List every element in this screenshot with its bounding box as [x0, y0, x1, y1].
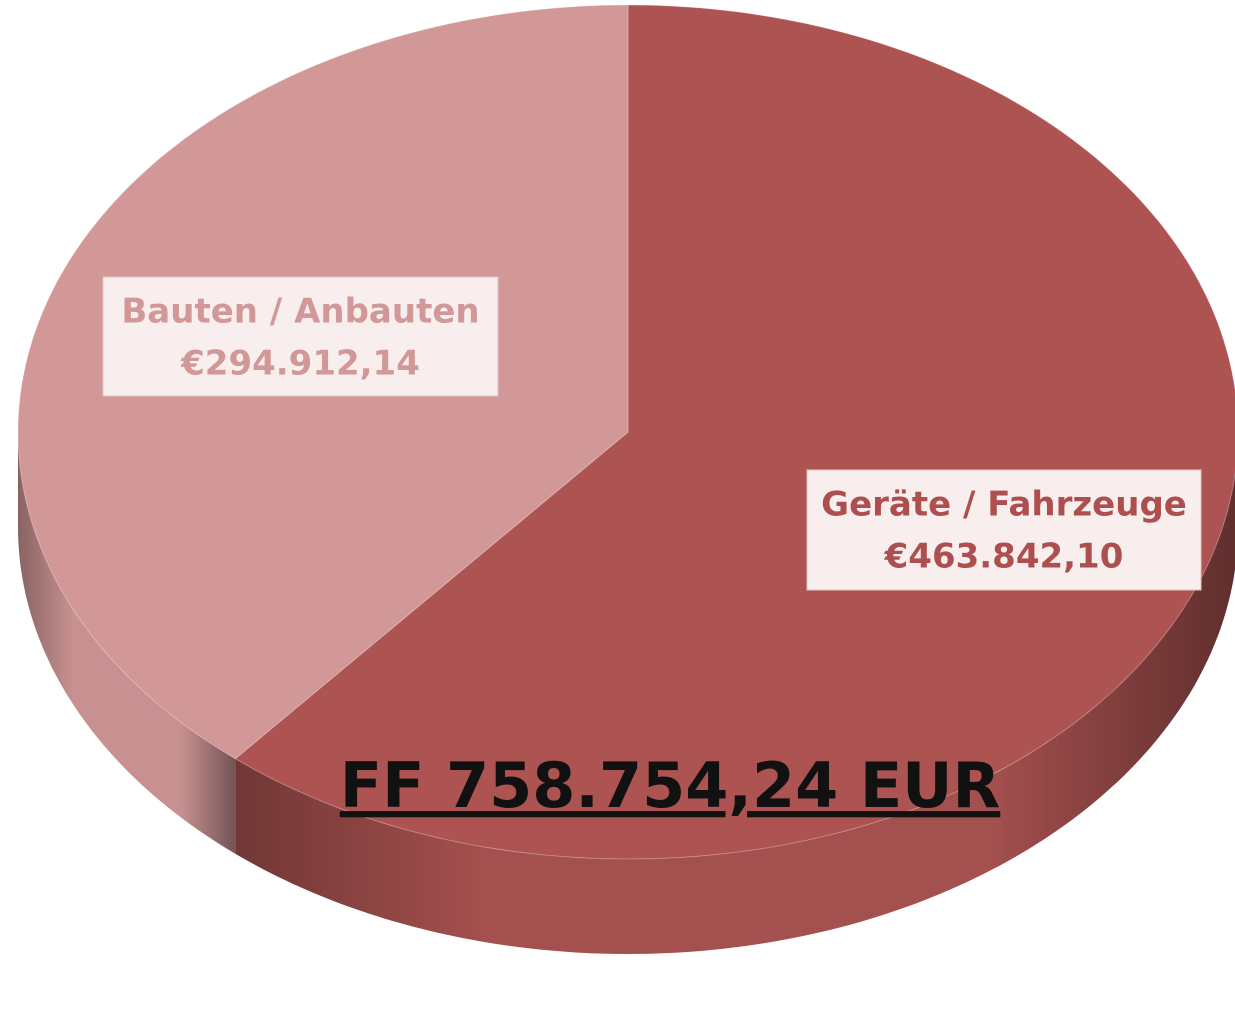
pie-side-shade	[235, 474, 1235, 954]
category-label: Geräte / Fahrzeuge	[821, 485, 1187, 525]
category-label: Bauten / Anbauten	[121, 292, 479, 332]
labels: Geräte / Fahrzeuge €463.842,10 Bauten / An…	[102, 276, 1202, 822]
pie-side-shade	[18, 432, 236, 854]
label-box	[102, 276, 499, 397]
value-label: €294.912,14	[180, 344, 420, 384]
value-label: €463.842,10	[884, 537, 1124, 577]
label-box	[806, 469, 1202, 591]
annotation: FF 758.754,24 EUR	[340, 749, 1001, 822]
